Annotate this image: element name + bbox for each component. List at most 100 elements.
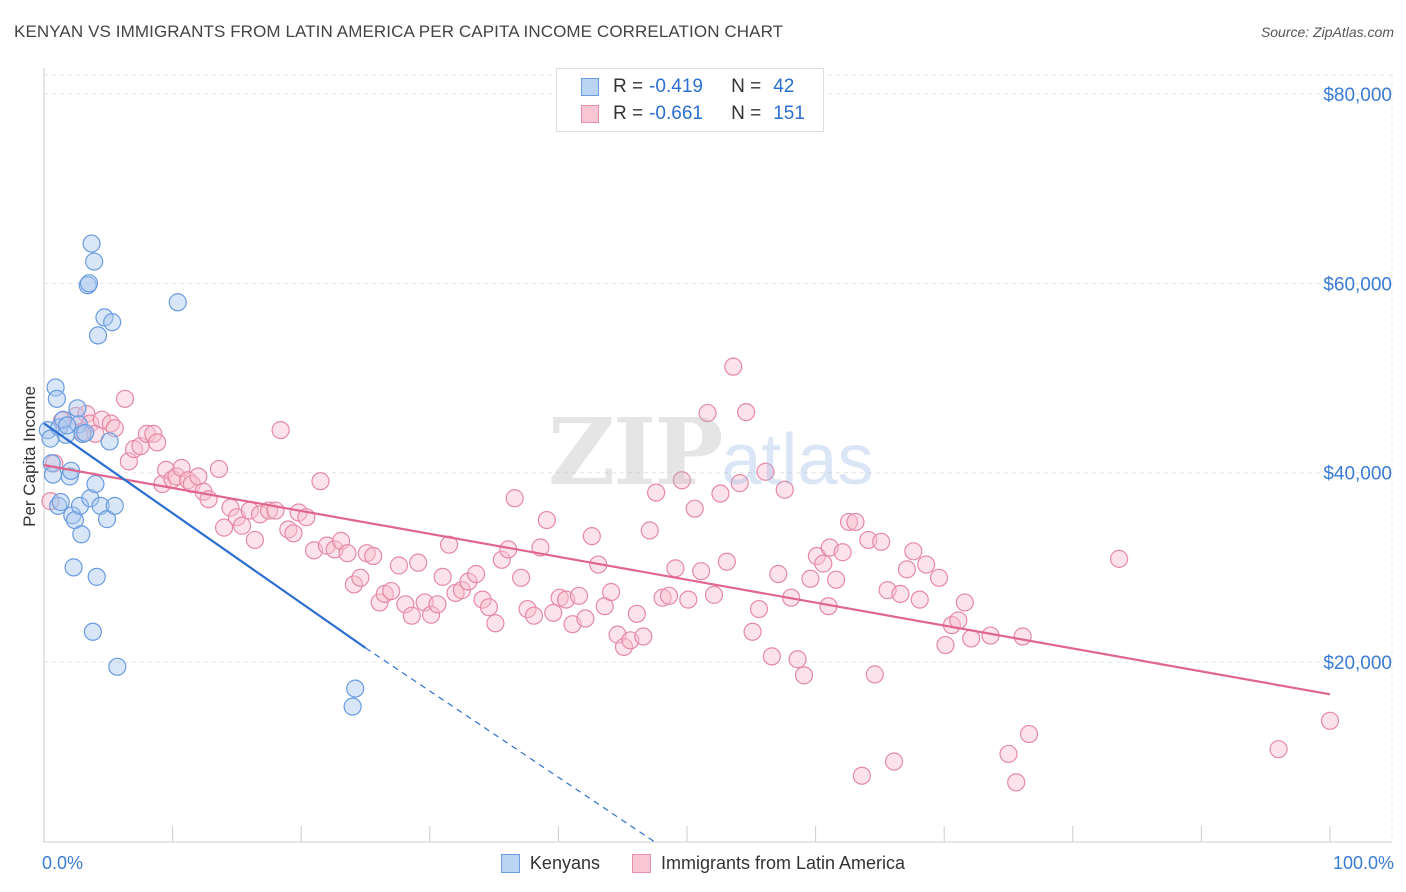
data-point-immigrants xyxy=(473,590,492,609)
data-point-immigrants xyxy=(167,467,186,486)
data-point-kenyans xyxy=(47,389,66,408)
data-point-kenyans xyxy=(81,489,100,508)
watermark-atlas: atlas xyxy=(721,420,874,500)
legend-row-kenyans: R = -0.419 N = 42 xyxy=(581,75,794,99)
data-point-immigrants xyxy=(653,588,672,607)
data-point-immigrants xyxy=(209,459,228,479)
y-tick-label: $20,000 xyxy=(1323,653,1392,674)
data-point-immigrants xyxy=(917,555,936,574)
legend-r-label: R = xyxy=(613,103,644,124)
data-point-kenyans xyxy=(100,432,119,451)
data-point-immigrants xyxy=(801,569,820,588)
data-point-immigrants xyxy=(1007,773,1026,792)
data-point-immigrants xyxy=(486,614,505,633)
data-point-immigrants xyxy=(433,567,452,586)
data-point-kenyans xyxy=(88,326,108,345)
legend-r-value: -0.419 xyxy=(649,76,703,97)
y-axis-title: Per Capita Income xyxy=(20,386,39,527)
data-point-kenyans xyxy=(346,679,365,698)
legend-swatch-pink xyxy=(581,105,599,123)
legend-r-label: R = xyxy=(613,76,644,97)
legend-item-immigrants: Immigrants from Latin America xyxy=(631,853,906,874)
data-point-immigrants xyxy=(1269,740,1288,759)
legend-n-label: N = xyxy=(731,103,762,124)
x-tick-label-min: 0.0% xyxy=(42,853,83,873)
data-point-immigrants xyxy=(544,603,563,622)
data-point-immigrants xyxy=(92,410,111,429)
trend-line-immigrants xyxy=(43,464,1331,696)
data-point-immigrants xyxy=(576,609,595,628)
data-point-immigrants xyxy=(730,474,749,493)
data-point-immigrants xyxy=(897,560,917,579)
axes xyxy=(43,68,1392,843)
data-point-kenyans xyxy=(72,525,91,544)
legend-n-value: 42 xyxy=(773,76,795,97)
data-point-immigrants xyxy=(144,424,163,443)
data-point-immigrants xyxy=(344,575,364,594)
data-point-immigrants xyxy=(537,510,556,530)
data-point-immigrants xyxy=(666,559,685,578)
legend-n-label: N = xyxy=(731,76,762,97)
data-point-kenyans xyxy=(58,416,77,435)
data-point-immigrants xyxy=(492,550,511,569)
data-point-immigrants xyxy=(148,433,167,452)
data-point-immigrants xyxy=(115,389,135,408)
data-point-immigrants xyxy=(284,524,303,543)
data-point-immigrants xyxy=(214,518,234,537)
data-point-immigrants xyxy=(466,564,486,584)
data-point-immigrants xyxy=(421,605,441,624)
data-point-immigrants xyxy=(884,752,904,771)
data-point-kenyans xyxy=(83,622,102,641)
data-point-immigrants xyxy=(459,572,478,591)
data-point-immigrants xyxy=(692,562,711,581)
chart-title: KENYAN VS IMMIGRANTS FROM LATIN AMERICA … xyxy=(14,22,784,41)
data-point-immigrants xyxy=(428,595,447,614)
data-point-immigrants xyxy=(1019,724,1039,744)
legend-swatch-blue xyxy=(581,78,599,96)
data-point-immigrants xyxy=(852,766,871,785)
series-kenyans xyxy=(38,234,365,716)
data-point-kenyans xyxy=(60,467,79,486)
data-point-kenyans xyxy=(76,423,95,443)
data-point-immigrants xyxy=(711,484,730,503)
data-point-immigrants xyxy=(769,564,788,584)
legend-label-immigrants: Immigrants from Latin America xyxy=(660,853,906,873)
data-point-immigrants xyxy=(929,568,949,587)
data-point-immigrants xyxy=(833,543,852,562)
data-point-immigrants xyxy=(602,582,621,602)
data-point-immigrants xyxy=(872,532,891,551)
data-point-immigrants xyxy=(717,552,736,571)
data-point-immigrants xyxy=(189,467,208,486)
data-point-kenyans xyxy=(108,657,127,676)
data-point-immigrants xyxy=(524,606,544,625)
data-point-immigrants xyxy=(672,471,691,490)
data-point-immigrants xyxy=(659,586,679,605)
data-point-immigrants xyxy=(743,622,762,641)
data-point-immigrants xyxy=(904,542,923,561)
data-point-immigrants xyxy=(271,420,290,440)
x-tick-label-max: 100.0% xyxy=(1333,853,1394,873)
data-point-kenyans xyxy=(87,567,106,586)
data-point-immigrants xyxy=(505,489,524,508)
data-point-kenyans xyxy=(63,506,82,525)
data-point-immigrants xyxy=(704,585,724,604)
data-point-immigrants xyxy=(569,586,589,605)
legend-swatch-blue xyxy=(500,854,520,873)
data-point-immigrants xyxy=(634,627,653,646)
data-point-kenyans xyxy=(70,496,90,515)
data-point-kenyans xyxy=(82,234,101,253)
y-tick-label: $80,000 xyxy=(1323,85,1392,106)
data-point-immigrants xyxy=(512,568,531,587)
data-point-kenyans xyxy=(86,474,105,494)
data-point-immigrants xyxy=(827,570,846,589)
legend-r-value: -0.661 xyxy=(649,103,703,124)
data-point-immigrants xyxy=(788,650,807,669)
data-point-immigrants xyxy=(232,516,252,535)
data-point-immigrants xyxy=(756,462,775,481)
data-point-immigrants xyxy=(762,647,781,666)
data-point-immigrants xyxy=(396,595,415,614)
data-point-immigrants xyxy=(364,546,383,566)
data-point-immigrants xyxy=(814,554,833,573)
data-point-kenyans xyxy=(85,252,104,271)
